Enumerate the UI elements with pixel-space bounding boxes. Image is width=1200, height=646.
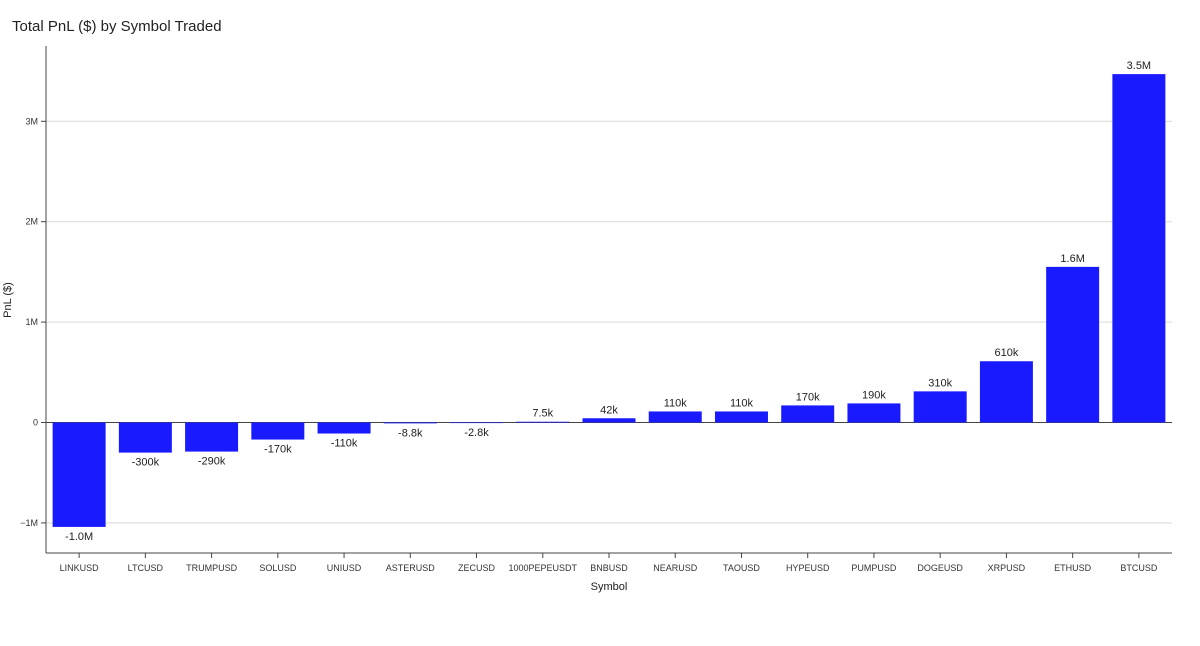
bars: [52, 74, 1166, 527]
chart-title: Total PnL ($) by Symbol Traded: [12, 18, 222, 35]
data-label: -300k: [132, 457, 160, 469]
bar-1000pepeusdt: [516, 421, 570, 423]
bar-taousd: [714, 411, 768, 423]
data-label: 1.6M: [1060, 253, 1084, 265]
bar-pumpusd: [847, 403, 901, 423]
data-label: 610k: [994, 347, 1018, 359]
x-tick-label: LINKUSD: [60, 563, 100, 573]
x-tick-label: SOLUSD: [259, 563, 297, 573]
bar-hypeusd: [781, 405, 835, 423]
data-label: 310k: [928, 377, 952, 389]
x-tick-label: BTCUSD: [1120, 563, 1158, 573]
data-label: -8.8k: [398, 427, 423, 439]
x-tick-label: XRPUSD: [988, 563, 1026, 573]
y-tick-label: 2M: [25, 217, 38, 227]
data-label: 110k: [664, 397, 688, 409]
data-label: 42k: [600, 404, 618, 416]
bar-xrpusd: [979, 361, 1033, 423]
bar-ethusd: [1046, 266, 1100, 423]
x-tick-label: NEARUSD: [653, 563, 698, 573]
data-label: -290k: [198, 456, 226, 468]
data-label: -170k: [264, 444, 292, 456]
x-tick-label: ZECUSD: [458, 563, 496, 573]
x-tick-label: 1000PEPEUSDT: [508, 563, 577, 573]
bar-linkusd: [52, 422, 106, 527]
x-tick-label: BNBUSD: [590, 563, 628, 573]
y-tick-label: 0: [33, 417, 38, 427]
y-tick-label: 1M: [25, 317, 38, 327]
x-tick-label: ETHUSD: [1054, 563, 1092, 573]
bar-dogeusd: [913, 391, 967, 423]
bar-nearusd: [648, 411, 702, 423]
bar-solusd: [251, 422, 305, 440]
bar-btcusd: [1112, 74, 1166, 423]
bar-uniusd: [317, 422, 371, 434]
data-label: 7.5k: [532, 408, 553, 420]
x-tick-label: LTCUSD: [128, 563, 164, 573]
bar-ltcusd: [118, 422, 172, 453]
x-tick-label: UNIUSD: [327, 563, 362, 573]
y-axis-title: PnL ($): [2, 282, 14, 318]
bar-zecusd: [450, 422, 504, 424]
data-label: -1.0M: [65, 531, 93, 543]
data-label: -110k: [331, 438, 358, 450]
x-tick-label: TRUMPUSD: [186, 563, 237, 573]
data-label: -2.8k: [464, 427, 489, 439]
y-tick-label: 3M: [25, 116, 38, 126]
x-tick-label: ASTERUSD: [386, 563, 436, 573]
y-tick-label: −1M: [20, 518, 38, 528]
x-axis-title: Symbol: [591, 581, 628, 593]
data-label: 110k: [730, 397, 754, 409]
data-label: 170k: [796, 391, 820, 403]
x-tick-label: PUMPUSD: [851, 563, 897, 573]
bar-asterusd: [383, 422, 437, 424]
bar-trumpusd: [185, 422, 239, 452]
x-tick-label: HYPEUSD: [786, 563, 830, 573]
x-tick-label: DOGEUSD: [917, 563, 963, 573]
data-label: 190k: [862, 389, 886, 401]
axes: −1M 0 1M 2M 3M LINKUSD LTCUSD TRUMPUSD SOLUSD UNI…: [20, 46, 1172, 573]
x-tick-label: TAOUSD: [723, 563, 760, 573]
data-labels: -1.0M -300k -290k -170k -110k -8.8k -2.8k 7.5k 4…: [65, 60, 1151, 543]
bar-bnbusd: [582, 418, 636, 423]
data-label: 3.5M: [1127, 60, 1151, 72]
